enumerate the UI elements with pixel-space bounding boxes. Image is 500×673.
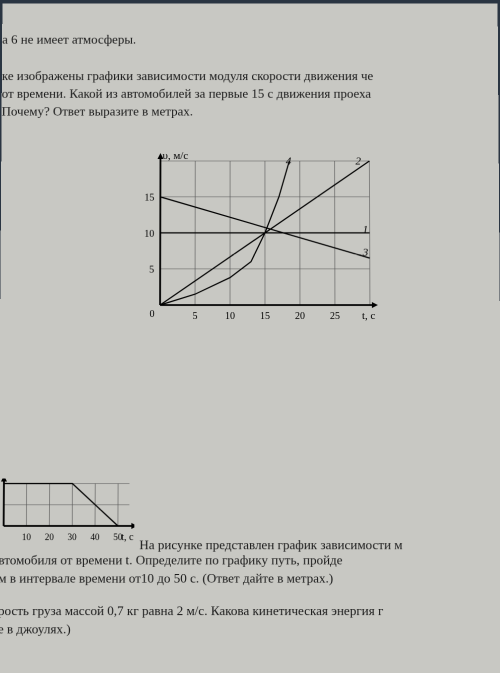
text-line: ке изображены графики зависимости модуля… xyxy=(2,68,373,83)
svg-text:2: 2 xyxy=(355,156,361,168)
svg-text:5: 5 xyxy=(149,265,154,276)
text-fragment-1: а 6 не имеет атмосферы. xyxy=(2,31,200,49)
problem-text-1: ке изображены графики зависимости модуля… xyxy=(2,67,499,121)
svg-text:15: 15 xyxy=(144,193,154,204)
svg-text:υ, м/с: υ, м/с xyxy=(162,150,188,162)
problem-text-3: рость груза массой 0,7 кг равна 2 м/с. К… xyxy=(0,602,500,639)
svg-text:20: 20 xyxy=(295,311,305,322)
svg-text:40: 40 xyxy=(90,532,100,542)
text-line: рость груза массой 0,7 кг равна 2 м/с. К… xyxy=(0,603,383,618)
svg-text:15: 15 xyxy=(260,311,270,322)
small-velocity-chart: 10203040500t, с xyxy=(0,479,135,545)
paper-surface: а 6 не имеет атмосферы. ке изображены гр… xyxy=(0,3,500,673)
svg-text:1: 1 xyxy=(363,224,369,236)
text-line: от времени. Какой из автомобилей за перв… xyxy=(2,86,371,101)
svg-text:10: 10 xyxy=(225,311,235,322)
svg-text:30: 30 xyxy=(68,532,78,542)
text-line: м в интервале времени от10 до 50 с. (Отв… xyxy=(0,571,333,586)
svg-text:10: 10 xyxy=(144,229,154,240)
svg-text:3: 3 xyxy=(362,247,369,259)
svg-text:4: 4 xyxy=(286,156,292,168)
small-chart-svg: 10203040500t, с xyxy=(0,479,135,545)
svg-text:10: 10 xyxy=(22,532,32,542)
problem-text-2: втомобиля от времени t. Определите по гр… xyxy=(0,551,500,588)
text-line: Почему? Ответ выразите в метрах. xyxy=(2,104,193,119)
main-chart-svg: 5 10 15 20 25 5 10 15 0 υ, м/с t, с 1 2 3 4 xyxy=(120,146,380,330)
svg-text:20: 20 xyxy=(45,532,55,542)
svg-text:25: 25 xyxy=(330,311,340,322)
svg-text:0: 0 xyxy=(150,309,155,320)
svg-text:t, с: t, с xyxy=(362,310,376,322)
text-line: е в джоулях.) xyxy=(0,621,71,636)
svg-text:5: 5 xyxy=(193,311,198,322)
text-line: втомобиля от времени t. Определите по гр… xyxy=(0,552,343,567)
svg-text:t, с: t, с xyxy=(121,532,134,543)
velocity-time-chart: 5 10 15 20 25 5 10 15 0 υ, м/с t, с 1 2 3 4 xyxy=(120,146,380,330)
